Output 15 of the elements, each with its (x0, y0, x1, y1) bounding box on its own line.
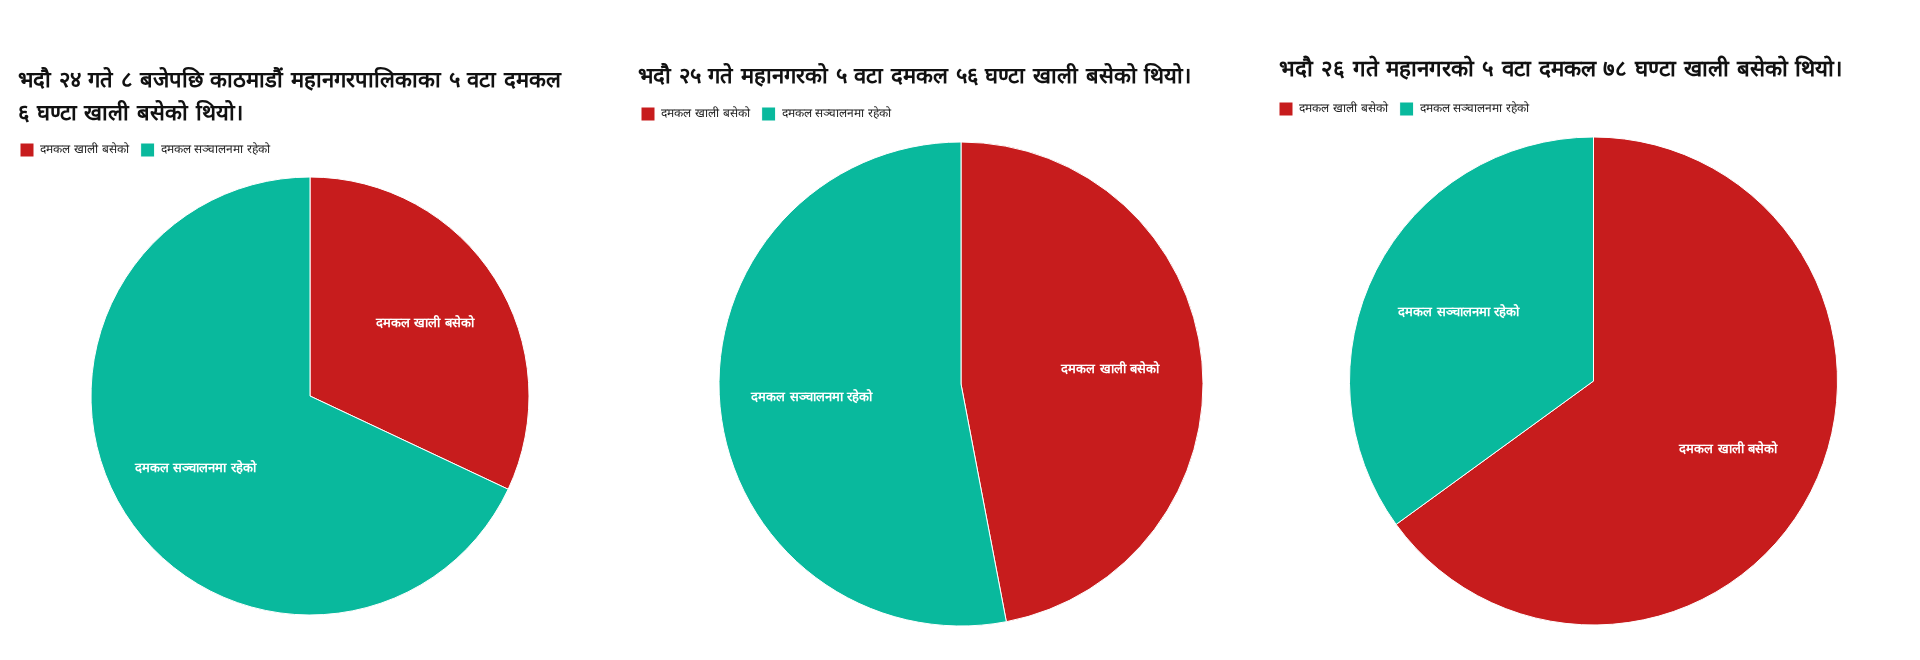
slice-label: दमकल सञ्चालनमा रहेको (1397, 303, 1521, 319)
slice-label: दमकल खाली बसेको (1060, 361, 1161, 377)
slice-label: दमकल सञ्चालनमा रहेको (133, 460, 257, 476)
legend-label: दमकल खाली बसेको (661, 106, 751, 121)
legend-label: दमकल सञ्चालनमा रहेको (1419, 101, 1531, 116)
slice-label: दमकल खाली बसेको (374, 314, 475, 330)
legend-label: दमकल खाली बसेको (40, 142, 130, 157)
chart-title: भदौ २६ गते महानगरको ५ वटा दमकल ७८ घण्टा खाली बसेको थियो। (1279, 54, 1844, 83)
slice-label: दमकल सञ्चालनमा रहेको (750, 389, 874, 405)
legend-label: दमकल सञ्चालनमा रहेको (160, 142, 272, 157)
legend-label: दमकल सञ्चालनमा रहेको (781, 106, 893, 121)
chart-title: भदौ २५ गते महानगरको ५ वटा दमकल ५६ घण्टा खाली बसेको थियो। (638, 62, 1193, 90)
slice-label: दमकल खाली बसेको (1678, 441, 1779, 457)
chart-title: भदौ २४ गते ८ बजेपछि काठमाडौं महानगरपालिकाका ५ वटा दमकल ६ घण्टा खाली बसेको थियो। (18, 66, 563, 127)
legend-label: दमकल खाली बसेको (1299, 101, 1389, 116)
